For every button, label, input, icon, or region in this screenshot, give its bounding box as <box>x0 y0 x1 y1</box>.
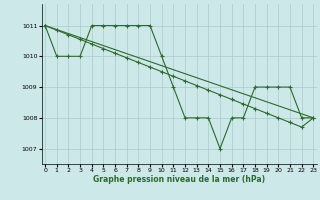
X-axis label: Graphe pression niveau de la mer (hPa): Graphe pression niveau de la mer (hPa) <box>93 175 265 184</box>
